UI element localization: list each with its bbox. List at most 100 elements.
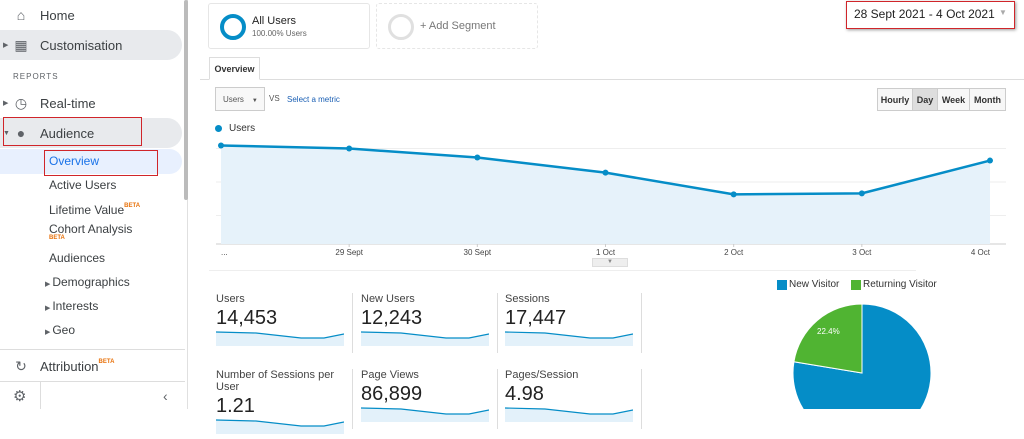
expand-icon: ▶ xyxy=(3,42,9,49)
sparkline xyxy=(215,331,345,346)
divider xyxy=(209,270,916,271)
date-range-picker[interactable]: 28 Sept 2021 - 4 Oct 2021 ▼ xyxy=(846,1,1015,29)
metric-card[interactable]: Pages/Session 4.98 xyxy=(504,369,635,427)
legend-swatch-new xyxy=(777,280,787,290)
sparkline xyxy=(360,331,490,346)
expand-icon: ▶ xyxy=(45,305,53,312)
nav-cohort-analysis[interactable]: Cohort Analysis xyxy=(49,222,133,236)
segment-circle-icon xyxy=(220,14,246,40)
data-point xyxy=(474,154,481,161)
nav-demographics[interactable]: ▶ Demographics xyxy=(45,275,130,289)
legend-swatch-returning xyxy=(851,280,861,290)
x-tick-label: 30 Sept xyxy=(464,248,492,257)
metric-value: 86,899 xyxy=(361,383,423,405)
home-icon: ⌂ xyxy=(16,7,26,23)
expand-icon: ▶ xyxy=(45,329,53,336)
divider xyxy=(352,293,353,353)
x-tick-label: 1 Oct xyxy=(596,248,616,257)
metric-value: 1.21 xyxy=(216,395,255,417)
chart-collapse-handle[interactable]: ▼ xyxy=(592,258,628,267)
pie-slice xyxy=(793,303,863,374)
sparkline xyxy=(504,331,634,346)
metric-title: Page Views xyxy=(361,369,419,381)
nav-interests[interactable]: ▶ Interests xyxy=(45,299,99,313)
dashboard-icon: ▦ xyxy=(14,36,28,53)
nav-overview-bg xyxy=(0,149,182,174)
divider xyxy=(641,293,642,353)
nav-geo[interactable]: ▶ Geo xyxy=(45,323,76,337)
scrollbar[interactable] xyxy=(184,0,188,200)
metric-title: Sessions xyxy=(505,293,550,305)
collapse-icon: ▼ xyxy=(3,129,10,137)
metric-card[interactable]: Number of Sessions per User 1.21 xyxy=(215,369,346,439)
attribution-icon: ↻ xyxy=(15,357,27,374)
expand-icon: ▶ xyxy=(3,100,9,107)
x-tick-label: 29 Sept xyxy=(335,248,363,257)
nav-attribution[interactable]: ↻ AttributionBETA xyxy=(0,351,182,381)
data-point xyxy=(218,142,224,149)
divider xyxy=(497,293,498,353)
clock-icon: ◷ xyxy=(14,94,28,111)
hourly-button[interactable]: Hourly xyxy=(877,88,913,111)
metric-card[interactable]: New Users 12,243 xyxy=(360,293,491,351)
sparkline xyxy=(504,407,634,422)
metric-value: 4.98 xyxy=(505,383,544,405)
x-tick-label: 4 Oct xyxy=(971,248,991,257)
data-point xyxy=(602,169,609,176)
pie-label: 22.4% xyxy=(817,327,840,336)
select-metric-link[interactable]: Select a metric xyxy=(287,95,340,104)
nav-audience[interactable]: ▼ ● Audience xyxy=(0,118,182,148)
highlight-box xyxy=(3,117,142,146)
metric-title: Pages/Session xyxy=(505,369,579,381)
metric-title: Users xyxy=(216,293,245,305)
person-icon: ● xyxy=(16,125,26,141)
main-content: All Users 100.00% Users + Add Segment 28… xyxy=(200,0,1024,409)
dropdown-icon: ▼ xyxy=(251,98,258,104)
nav-customisation[interactable]: ▶ ▦ Customisation xyxy=(0,30,182,60)
sidebar: ⌂ Home ▶ ▦ Customisation REPORTS ▶ ◷ Real-tim… xyxy=(0,0,188,409)
divider xyxy=(497,369,498,429)
highlight-box xyxy=(44,150,158,176)
metric-title: New Users xyxy=(361,293,415,305)
expand-icon: ▶ xyxy=(45,281,53,288)
segment-circle-icon xyxy=(388,14,414,40)
gear-icon[interactable]: ⚙ xyxy=(13,388,27,405)
sparkline xyxy=(215,419,345,434)
x-tick-label: 3 Oct xyxy=(852,248,872,257)
reports-heading: REPORTS xyxy=(13,72,59,81)
tab-overview[interactable]: Overview xyxy=(209,57,260,80)
x-tick-label: 2 Oct xyxy=(724,248,744,257)
sparkline xyxy=(360,407,490,422)
divider xyxy=(352,369,353,429)
nav-active-users[interactable]: Active Users xyxy=(49,178,117,192)
area-fill xyxy=(221,145,990,244)
dropdown-icon: ▼ xyxy=(999,8,1007,17)
metric-card[interactable]: Sessions 17,447 xyxy=(504,293,635,351)
x-tick-label: ... xyxy=(221,248,228,257)
month-button[interactable]: Month xyxy=(969,88,1006,111)
collapse-sidebar-icon[interactable]: ‹ xyxy=(163,388,168,404)
legend-dot xyxy=(215,125,222,132)
data-point xyxy=(730,191,737,198)
divider xyxy=(641,369,642,429)
nav-overview[interactable]: Overview xyxy=(49,154,100,168)
metric-value: 17,447 xyxy=(505,307,567,329)
metric-select[interactable]: Users ▼ xyxy=(215,87,265,111)
nav-realtime[interactable]: ▶ ◷ Real-time xyxy=(3,94,96,111)
add-segment-button[interactable]: + Add Segment xyxy=(376,3,538,49)
data-point xyxy=(858,190,865,197)
segment-all-users[interactable]: All Users 100.00% Users xyxy=(208,3,370,49)
nav-lifetime-value[interactable]: Lifetime ValueBETA xyxy=(49,203,141,217)
nav-audiences[interactable]: Audiences xyxy=(49,251,106,265)
nav-home[interactable]: ⌂ Home xyxy=(0,0,182,30)
divider xyxy=(0,381,185,382)
data-point xyxy=(987,157,993,164)
metric-card[interactable]: Users 14,453 xyxy=(215,293,346,351)
beta-badge: BETA xyxy=(49,235,65,241)
divider xyxy=(40,382,41,409)
metric-value: 12,243 xyxy=(361,307,423,329)
divider xyxy=(0,349,185,350)
metric-title: Number of Sessions per User xyxy=(216,369,334,393)
metric-card[interactable]: Page Views 86,899 xyxy=(360,369,491,427)
